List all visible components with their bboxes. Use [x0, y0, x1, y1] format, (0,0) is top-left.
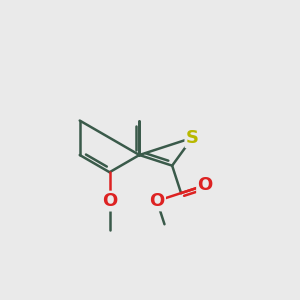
Text: S: S [186, 129, 199, 147]
Text: O: O [102, 192, 117, 210]
Text: O: O [149, 192, 164, 210]
Text: O: O [198, 176, 213, 194]
